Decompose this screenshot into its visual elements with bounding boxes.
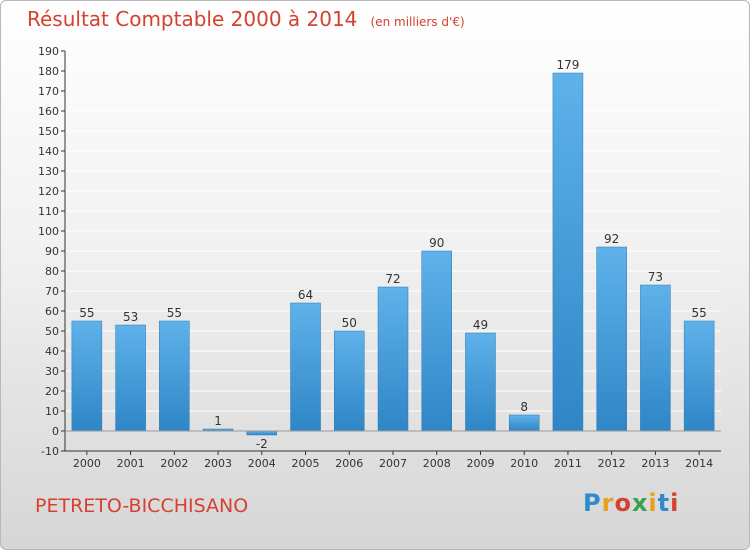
bar-2004 bbox=[246, 430, 278, 436]
label-layer: -100102030405060708090100110120130140150… bbox=[38, 45, 713, 470]
x-tick-label: 2013 bbox=[641, 457, 669, 470]
brand-letter: i bbox=[670, 489, 680, 517]
y-tick-label: 150 bbox=[38, 125, 59, 138]
y-tick-label: 50 bbox=[45, 325, 59, 338]
x-tick-label: 2007 bbox=[379, 457, 407, 470]
bar-2005 bbox=[290, 302, 321, 432]
bar-layer bbox=[71, 72, 715, 436]
value-label: 90 bbox=[429, 236, 444, 250]
bar-2007 bbox=[377, 286, 409, 432]
x-tick-label: 2011 bbox=[554, 457, 582, 470]
value-label: 53 bbox=[123, 310, 138, 324]
chart-subtitle: (en milliers d'€) bbox=[370, 15, 465, 29]
y-tick-label: 20 bbox=[45, 385, 59, 398]
y-tick-label: 80 bbox=[45, 265, 59, 278]
y-tick-label: 60 bbox=[45, 305, 59, 318]
bar-2013 bbox=[640, 284, 671, 432]
y-tick-label: 90 bbox=[45, 245, 59, 258]
value-label: 92 bbox=[604, 232, 619, 246]
bar-2009 bbox=[465, 332, 496, 432]
brand-letter: i bbox=[648, 489, 658, 517]
x-tick-label: 2008 bbox=[423, 457, 451, 470]
bar-2011 bbox=[552, 72, 584, 432]
y-tick-label: 170 bbox=[38, 85, 59, 98]
y-tick-label: 30 bbox=[45, 365, 59, 378]
value-label: 50 bbox=[342, 316, 357, 330]
y-tick-label: 190 bbox=[38, 45, 59, 58]
commune-name: PETRETO-BICCHISANO bbox=[35, 495, 249, 517]
y-tick-label: 120 bbox=[38, 185, 59, 198]
x-tick-label: 2002 bbox=[160, 457, 188, 470]
bar-2006 bbox=[334, 330, 365, 432]
brand-letter: r bbox=[601, 489, 615, 517]
y-tick-label: 130 bbox=[38, 165, 59, 178]
x-tick-label: 2009 bbox=[466, 457, 494, 470]
value-label: 1 bbox=[214, 414, 222, 428]
value-label: 55 bbox=[167, 306, 182, 320]
y-tick-label: -10 bbox=[41, 445, 59, 458]
value-label: 179 bbox=[556, 58, 579, 72]
brand-letter: P bbox=[583, 489, 602, 517]
brand-logo: Proxiti bbox=[583, 489, 679, 517]
value-label: -2 bbox=[256, 437, 268, 451]
value-label: 55 bbox=[79, 306, 94, 320]
x-tick-label: 2005 bbox=[292, 457, 320, 470]
bar-2008 bbox=[421, 250, 452, 432]
y-tick-label: 0 bbox=[52, 425, 59, 438]
value-label: 72 bbox=[385, 272, 400, 286]
bar-2010 bbox=[508, 414, 540, 432]
y-tick-label: 110 bbox=[38, 205, 59, 218]
y-tick-label: 160 bbox=[38, 105, 59, 118]
value-label: 55 bbox=[691, 306, 706, 320]
x-tick-label: 2001 bbox=[117, 457, 145, 470]
chart-title: Résultat Comptable 2000 à 2014 bbox=[27, 7, 358, 31]
brand-letter: x bbox=[631, 489, 649, 517]
x-tick-label: 2003 bbox=[204, 457, 232, 470]
bar-2002 bbox=[159, 320, 190, 432]
x-tick-label: 2012 bbox=[598, 457, 626, 470]
y-tick-label: 140 bbox=[38, 145, 59, 158]
value-label: 49 bbox=[473, 318, 488, 332]
title-row: Résultat Comptable 2000 à 2014 (en milli… bbox=[27, 7, 465, 31]
bar-2000 bbox=[71, 320, 103, 432]
bar-2014 bbox=[683, 320, 715, 432]
value-label: 73 bbox=[648, 270, 663, 284]
x-tick-label: 2004 bbox=[248, 457, 276, 470]
axis-layer bbox=[61, 50, 721, 455]
bar-2001 bbox=[115, 324, 146, 432]
x-tick-label: 2014 bbox=[685, 457, 713, 470]
x-tick-label: 2010 bbox=[510, 457, 538, 470]
y-tick-label: 180 bbox=[38, 65, 59, 78]
y-tick-label: 100 bbox=[38, 225, 59, 238]
value-label: 64 bbox=[298, 288, 313, 302]
bar-2012 bbox=[596, 246, 627, 432]
y-tick-label: 10 bbox=[45, 405, 59, 418]
y-tick-label: 70 bbox=[45, 285, 59, 298]
brand-letter: t bbox=[657, 489, 671, 517]
x-tick-label: 2000 bbox=[73, 457, 101, 470]
y-tick-label: 40 bbox=[45, 345, 59, 358]
brand-letter: o bbox=[614, 489, 632, 517]
value-label: 8 bbox=[520, 400, 528, 414]
x-tick-label: 2006 bbox=[335, 457, 363, 470]
